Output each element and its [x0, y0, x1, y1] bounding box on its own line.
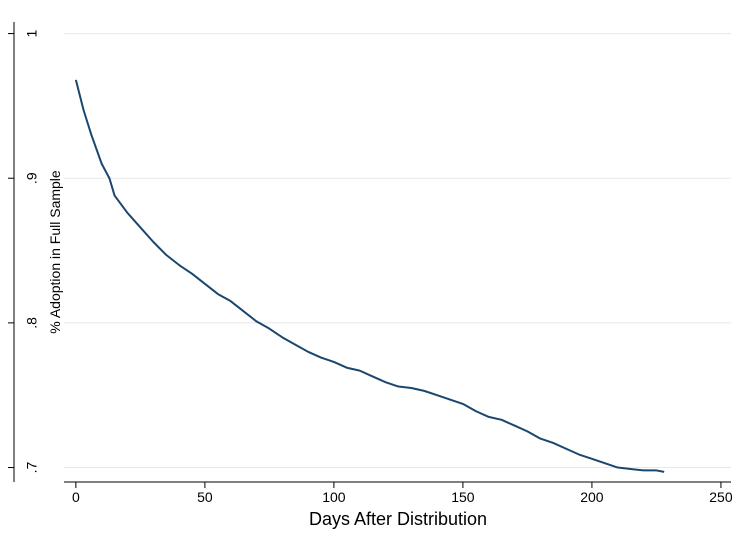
x-tick-label: 250	[709, 489, 733, 505]
x-tick-label: 100	[322, 489, 346, 505]
y-tick-label: 1	[24, 29, 40, 37]
y-tick-label: .9	[24, 172, 40, 184]
y-tick-label: .8	[24, 317, 40, 329]
y-tick-label: .7	[24, 461, 40, 473]
x-tick-label: 0	[72, 489, 80, 505]
x-axis-title: Days After Distribution	[309, 509, 487, 529]
x-tick-label: 200	[580, 489, 604, 505]
x-tick-label: 150	[451, 489, 475, 505]
data-line	[74, 79, 665, 473]
x-tick-label: 50	[197, 489, 213, 505]
y-axis-title: % Adoption in Full Sample	[47, 170, 63, 334]
